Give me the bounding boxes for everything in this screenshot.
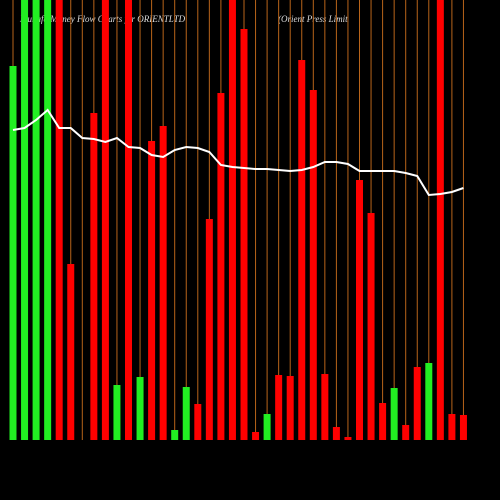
bar: [448, 414, 456, 440]
bar: [125, 0, 132, 440]
bar: [413, 367, 421, 440]
bar: [148, 141, 156, 440]
bar: [356, 180, 363, 440]
bar: [32, 0, 40, 440]
bar: [113, 385, 121, 440]
bar: [171, 430, 179, 440]
bar: [44, 0, 52, 440]
bar: [217, 93, 225, 440]
bar: [67, 264, 75, 440]
bar: [436, 0, 444, 440]
bar: [321, 374, 329, 440]
bar: [379, 403, 387, 440]
bar: [159, 126, 167, 440]
bar: [240, 29, 248, 440]
bar: [205, 219, 213, 440]
money-flow-line: [12, 108, 464, 197]
bar: [425, 363, 433, 440]
bar: [194, 404, 202, 440]
bar: [309, 90, 317, 440]
bar: [344, 437, 352, 440]
bar: [286, 376, 294, 440]
bar: [55, 0, 63, 440]
bar: [459, 415, 467, 440]
bar: [182, 387, 190, 440]
bar: [90, 113, 98, 440]
bar: [263, 414, 271, 440]
bar: [298, 60, 306, 440]
bar: [275, 375, 283, 440]
bar: [9, 66, 17, 440]
bar: [332, 427, 340, 440]
bar: [21, 0, 29, 440]
bar: [402, 425, 410, 440]
bar: [390, 388, 398, 440]
bar: [367, 213, 375, 440]
bar: [228, 0, 236, 440]
bar: [252, 432, 260, 440]
bar: [101, 0, 109, 440]
bar: [136, 377, 144, 440]
